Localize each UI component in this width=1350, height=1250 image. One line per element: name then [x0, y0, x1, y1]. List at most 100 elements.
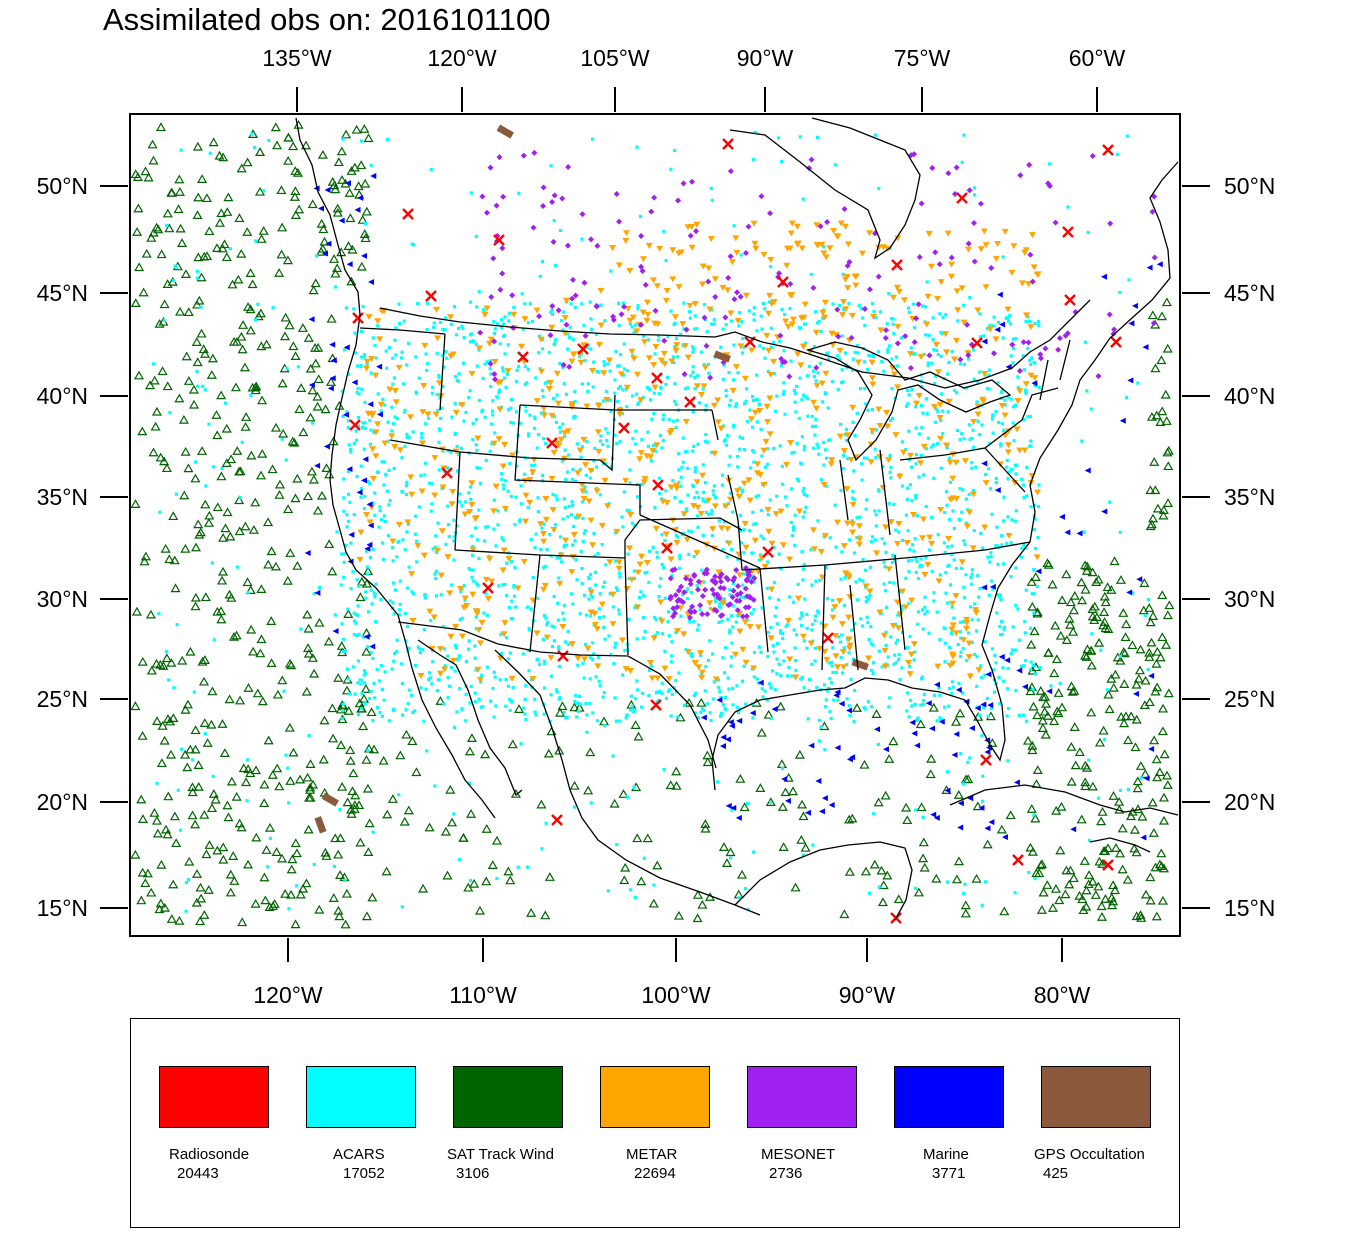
metar-marker	[660, 350, 668, 357]
metar-marker	[754, 461, 762, 468]
metar-marker	[899, 588, 907, 595]
acars-marker	[927, 631, 931, 635]
acars-marker	[458, 618, 462, 622]
acars-marker	[658, 433, 662, 438]
metar-marker	[474, 666, 482, 673]
acars-marker	[364, 549, 369, 553]
sat-track-wind-marker	[245, 268, 256, 277]
acars-marker	[717, 519, 721, 523]
mesonet-marker	[1095, 373, 1102, 380]
sat-track-wind-marker	[267, 770, 278, 779]
sat-track-wind-marker	[1148, 611, 1159, 620]
acars-marker	[850, 519, 855, 523]
acars-marker	[865, 456, 869, 460]
acars-marker	[983, 880, 988, 884]
acars-marker	[947, 645, 952, 650]
sat-track-wind-marker	[1065, 597, 1076, 607]
sat-track-wind-marker	[139, 556, 150, 566]
metar-marker	[954, 307, 962, 314]
sat-track-wind-marker	[1026, 804, 1037, 813]
acars-marker	[704, 664, 708, 669]
sat-track-wind-marker	[798, 811, 809, 821]
acars-marker	[955, 428, 960, 433]
acars-marker	[628, 468, 632, 472]
acars-marker	[580, 302, 584, 306]
acars-marker	[828, 677, 832, 681]
metar-marker	[799, 633, 807, 640]
metar-marker	[446, 590, 454, 597]
sat-track-wind-marker	[1156, 848, 1167, 858]
sat-track-wind-marker	[166, 914, 177, 923]
acars-marker	[945, 880, 950, 884]
metar-marker	[982, 480, 990, 487]
metar-marker	[374, 318, 382, 325]
sat-track-wind-marker	[1030, 813, 1041, 823]
metar-marker	[564, 428, 572, 435]
acars-marker	[761, 536, 766, 541]
sat-track-wind-marker	[1108, 880, 1119, 890]
sat-track-wind-marker	[880, 790, 891, 800]
sat-track-wind-marker	[264, 822, 276, 832]
acars-marker	[783, 412, 787, 416]
sat-track-wind-marker	[915, 719, 926, 729]
acars-marker	[395, 638, 399, 642]
sat-track-wind-marker	[282, 575, 293, 585]
sat-track-wind-marker	[156, 249, 167, 259]
metar-marker	[763, 403, 771, 410]
metar-marker	[419, 409, 427, 416]
acars-marker	[660, 681, 664, 685]
metar-marker	[714, 419, 722, 426]
metar-marker	[981, 370, 989, 377]
mesonet-marker	[841, 205, 848, 212]
acars-marker	[958, 630, 963, 634]
acars-marker	[773, 687, 777, 692]
acars-marker	[711, 489, 715, 493]
acars-marker	[562, 497, 566, 501]
marine-marker	[1100, 273, 1107, 280]
sat-track-wind-marker	[225, 887, 236, 897]
mesonet-marker	[496, 154, 503, 161]
acars-marker	[890, 561, 894, 565]
acars-marker	[802, 448, 806, 452]
acars-marker	[727, 631, 732, 635]
metar-marker	[430, 614, 438, 621]
acars-marker	[809, 548, 813, 552]
acars-marker	[908, 483, 912, 487]
acars-marker	[705, 702, 709, 706]
acars-marker	[717, 620, 721, 624]
metar-marker	[779, 542, 787, 549]
acars-marker	[674, 425, 678, 430]
acars-marker	[464, 660, 468, 664]
acars-marker	[1011, 337, 1015, 341]
acars-marker	[829, 681, 834, 685]
acars-marker	[720, 619, 724, 623]
sat-track-wind-marker	[633, 731, 644, 741]
mesonet-marker	[758, 193, 765, 200]
acars-marker	[758, 553, 763, 557]
acars-marker	[433, 545, 437, 549]
acars-marker	[935, 348, 939, 353]
sat-track-wind-marker	[321, 851, 332, 860]
acars-marker	[718, 689, 722, 694]
metar-marker	[591, 621, 599, 628]
metar-marker	[1027, 324, 1035, 331]
acars-marker	[1001, 666, 1005, 670]
metar-marker	[418, 488, 426, 495]
metar-marker	[712, 676, 720, 683]
mesonet-marker	[491, 370, 498, 377]
metar-marker	[834, 233, 842, 240]
acars-marker	[769, 800, 773, 804]
metar-marker	[934, 295, 942, 302]
metar-marker	[487, 336, 495, 343]
sat-track-wind-marker	[1032, 765, 1043, 774]
metar-marker	[949, 653, 957, 660]
metar-marker	[656, 245, 664, 252]
acars-marker	[552, 219, 556, 223]
acars-marker	[475, 538, 480, 542]
metar-marker	[839, 298, 847, 305]
sat-track-wind-marker	[955, 708, 966, 718]
metar-marker	[910, 512, 918, 519]
acars-marker	[816, 371, 820, 375]
acars-marker	[368, 481, 372, 486]
sat-track-wind-marker	[192, 357, 203, 367]
